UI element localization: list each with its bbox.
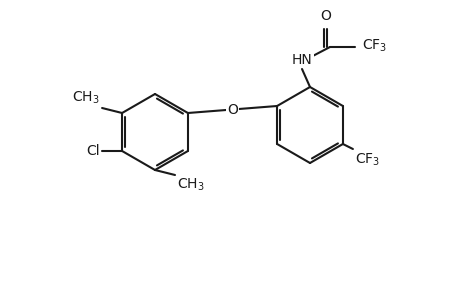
Text: CH$_3$: CH$_3$: [73, 90, 100, 106]
Text: CH$_3$: CH$_3$: [177, 177, 204, 194]
Text: O: O: [320, 9, 331, 23]
Text: Cl: Cl: [86, 144, 100, 158]
Text: CF$_3$: CF$_3$: [361, 38, 386, 54]
Text: O: O: [227, 103, 237, 116]
Text: HN: HN: [291, 53, 312, 67]
Text: CF$_3$: CF$_3$: [354, 152, 379, 168]
